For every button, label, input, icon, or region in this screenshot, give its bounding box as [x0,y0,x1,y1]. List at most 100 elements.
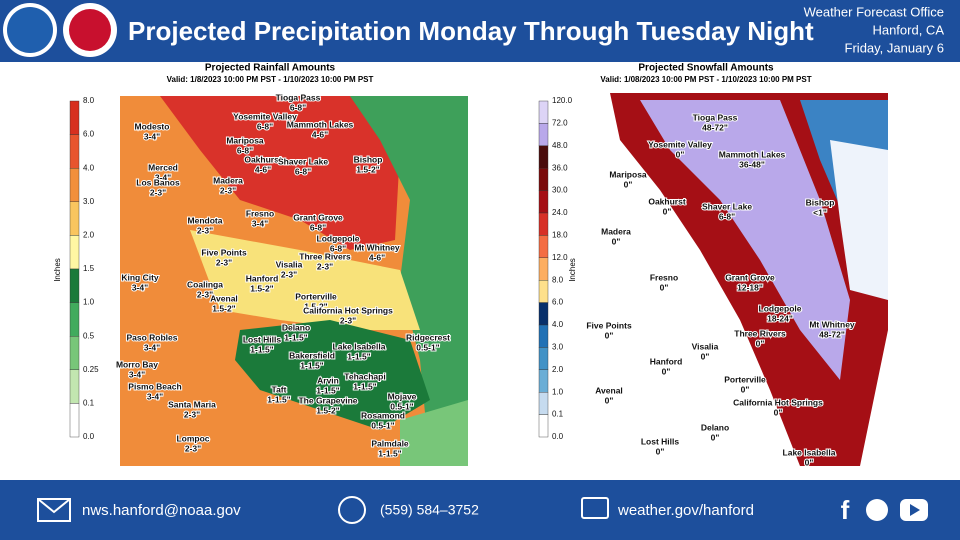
scale-label: 30.0 [552,186,568,195]
place-amount: 3-4" [252,218,268,228]
place-amount: 4-6" [255,164,271,174]
place-name: Shaver Lake [278,156,328,166]
scale-segment [69,403,80,438]
place-amount: 1.5-2" [212,303,235,313]
scale-segment [538,280,549,303]
place-name: Hanford [650,356,683,366]
place-name: Lompoc [176,433,209,443]
place-name: Coalinga [187,279,223,289]
scale-label: 6.0 [83,130,95,139]
footer-email: nws.hanford@noaa.gov [82,502,241,519]
scale-label: 4.0 [83,163,95,172]
scale-label: 72.0 [552,119,568,128]
header-title: Projected Precipitation Monday Through T… [128,16,814,46]
place-amount: 18-24" [767,313,793,323]
office-line: Hanford, CA [872,22,944,37]
scale-label: 1.5 [83,264,95,273]
place-amount: 0" [662,366,671,376]
place-name: Five Points [586,320,632,330]
place-name: Merced [148,162,178,172]
footer-phone: (559) 584–3752 [380,502,479,518]
scale-label: 0.0 [83,432,95,441]
place-amount: 3-4" [144,342,160,352]
rain-field [190,230,420,330]
scale-label: 2.0 [552,365,564,374]
scale-label: 6.0 [552,298,564,307]
scale-segment [538,302,549,326]
place-amount: 2-3" [340,315,356,325]
place-name: Los Banos [136,177,180,187]
scale-label: 0.25 [83,365,99,374]
scale-segment [69,369,80,404]
place-amount: 1.5-2" [304,301,327,311]
scale-unit: Inches [568,258,577,282]
place-name: Delano [282,322,310,332]
nws-logo-inner [69,9,111,51]
web-icon [581,497,609,519]
snow-map [603,93,888,466]
scale-segment [538,257,549,281]
facebook-icon[interactable]: f [841,495,850,525]
place-name: Bishop [354,154,383,164]
place-amount: 2-3" [281,269,297,279]
place-name: Lake Isabella [333,341,386,351]
place-amount: 0" [612,236,621,246]
place-name: Avenal [210,293,238,303]
email-icon [37,498,71,514]
place-name: Yosemite Valley [648,139,712,149]
place-name: Lost Hills [641,436,680,446]
place-amount: 3-4" [132,282,148,292]
place-amount: 6-8" [237,145,253,155]
place-name: Taft [272,384,287,394]
place-name: Oakhurst [244,154,281,164]
snow-field [610,93,888,466]
place-amount: 0" [741,384,750,394]
place-name: Madera [601,226,631,236]
place-name: Arvin [317,375,339,385]
twitter-icon[interactable] [866,499,888,521]
place-amount: 4-6" [369,252,385,262]
place-amount: 1-1.5" [347,351,370,361]
footer-bar [0,480,960,540]
place-name: Paso Robles [126,332,177,342]
place-name: Porterville [724,374,766,384]
place-amount: 0" [605,395,614,405]
place-name: Bishop [806,197,835,207]
place-name: Bakersfield [289,350,335,360]
place-name: Hanford [246,273,279,283]
place-name: Modesto [135,121,170,131]
place-name: Lake Isabella [783,447,836,457]
map-title: Projected Snowfall Amounts [638,63,774,74]
rain-map [120,96,468,466]
place-amount: 0" [711,432,720,442]
place-amount: 1.5-2" [356,164,379,174]
scale-label: 1.0 [552,387,564,396]
place-amount: 2-3" [185,443,201,453]
scale-label: 18.0 [552,231,568,240]
place-name: Lodgepole [317,233,360,243]
office-line: Weather Forecast Office [804,4,944,19]
scale-label: 0.1 [552,410,564,419]
scale-label: 8.0 [552,275,564,284]
place-name: California Hot Springs [733,397,823,407]
place-amount: 6-8" [719,211,735,221]
place-name: Mojave [388,391,417,401]
place-amount: 0" [656,446,665,456]
place-name: Mariposa [226,135,264,145]
scale-segment [538,190,549,214]
place-amount: 1-1.5" [250,344,273,354]
place-name: Morro Bay [116,359,158,369]
place-name: Mendota [188,215,223,225]
scale-segment [69,302,80,337]
place-name: Tioga Pass [276,92,321,102]
place-name: Santa Maria [168,399,216,409]
scale-segment [538,123,549,147]
scale-segment [69,336,80,371]
phone-icon [338,496,366,524]
scale-segment [538,212,549,236]
place-amount: 2-3" [184,409,200,419]
place-amount: 0.5-1" [390,401,413,411]
office-line: Friday, January 6 [845,40,944,55]
place-name: Ridgecrest [406,332,450,342]
